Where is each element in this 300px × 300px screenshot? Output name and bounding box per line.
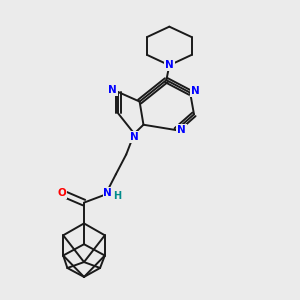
- Text: N: N: [109, 85, 117, 95]
- Text: O: O: [57, 188, 66, 198]
- Text: H: H: [112, 191, 121, 201]
- Text: N: N: [191, 86, 200, 96]
- Text: N: N: [103, 188, 112, 198]
- Text: N: N: [165, 60, 174, 70]
- Text: N: N: [177, 125, 186, 135]
- Text: N: N: [130, 132, 139, 142]
